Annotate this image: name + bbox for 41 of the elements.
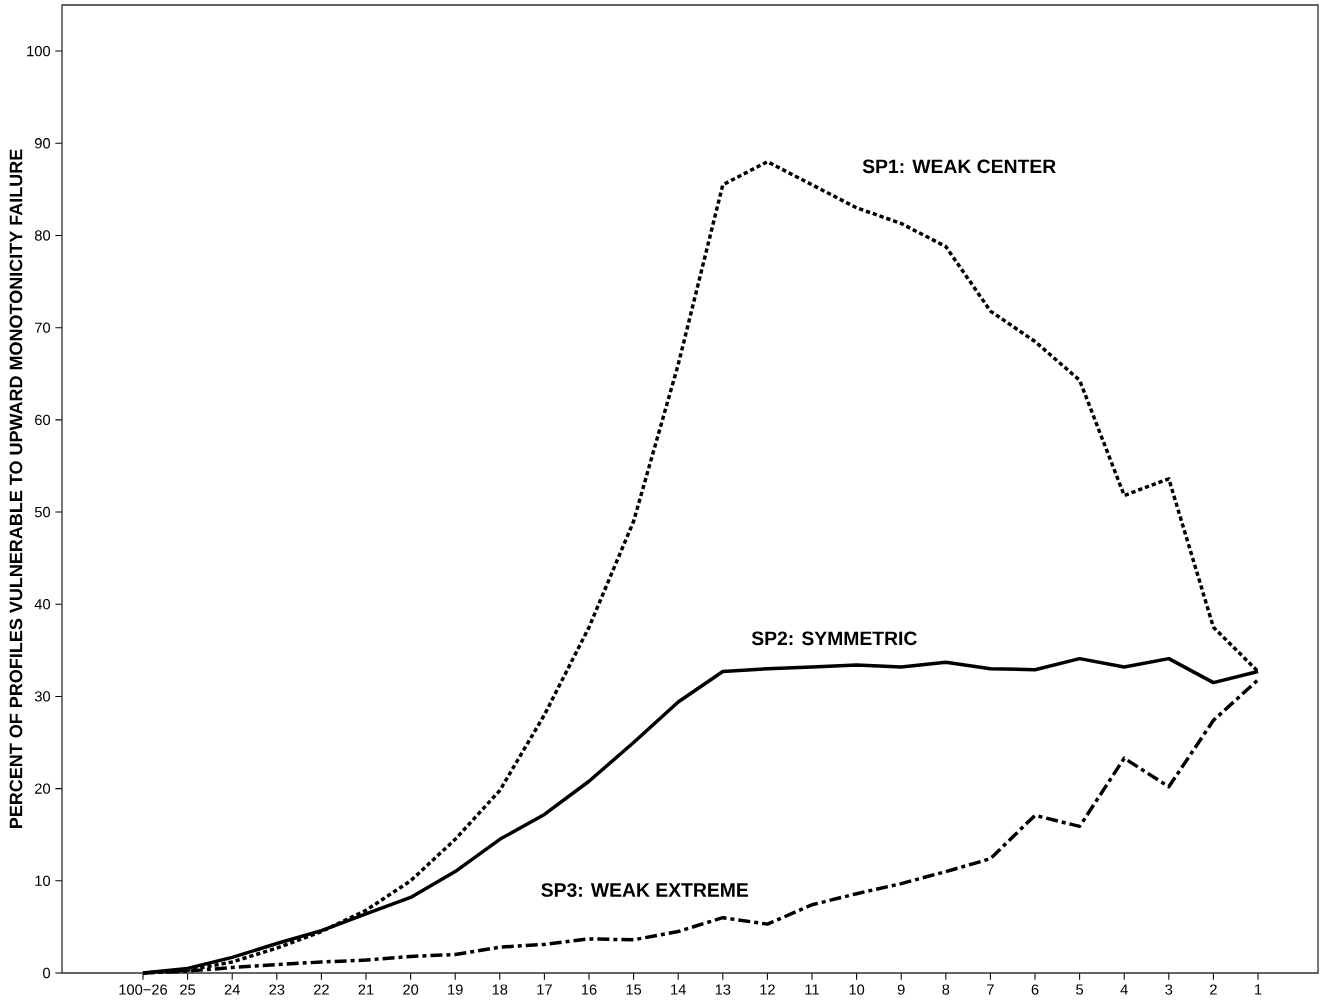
x-tick-label: 3 [1165, 984, 1173, 995]
x-tick-label: 11 [805, 984, 819, 995]
series-label: SP1: WEAK CENTER [862, 159, 1056, 174]
series-label: SP2: SYMMETRIC [751, 631, 917, 646]
y-tick-label: 10 [35, 875, 51, 886]
x-tick-label: 19 [448, 984, 463, 995]
x-tick-label: 24 [224, 984, 240, 995]
x-tick-label: 1 [1255, 984, 1262, 995]
y-tick-label: 60 [35, 414, 51, 426]
x-tick-label: 4 [1120, 984, 1128, 995]
y-tick-label: 50 [34, 506, 51, 518]
x-tick-label: 5 [1076, 984, 1084, 995]
x-tick-label: 16 [581, 984, 597, 995]
x-tick-label: 15 [626, 984, 642, 995]
y-tick-label: 70 [35, 322, 51, 333]
x-tick-label: 21 [358, 984, 374, 995]
x-tick-label: 14 [671, 984, 686, 995]
x-tick-label: 13 [715, 984, 731, 995]
y-tick-label: 90 [35, 138, 51, 149]
y-tick-label: 20 [35, 783, 51, 794]
x-tick-label: 7 [987, 984, 994, 995]
x-tick-label: 9 [897, 984, 905, 995]
x-tick-label: 22 [313, 984, 329, 995]
x-tick-label: 18 [492, 984, 508, 995]
x-tick-label: 100−26 [119, 984, 168, 995]
x-tick-label: 2 [1210, 984, 1217, 995]
y-axis-title: PERCENT OF PROFILES VULNERABLE TO UPWARD MONOTONICITY FAILURE [9, 149, 23, 828]
y-tick-label: 80 [34, 230, 51, 241]
x-tick-label: 25 [180, 984, 196, 995]
x-tick-label: 12 [760, 984, 775, 995]
x-tick-label: 6 [1031, 984, 1039, 995]
y-tick-label: 0 [43, 967, 51, 979]
x-tick-label: 10 [849, 984, 865, 995]
x-tick-label: 20 [403, 984, 419, 995]
series-label: SP3: WEAK EXTREME [541, 883, 749, 897]
x-tick-label: 17 [537, 984, 552, 995]
y-tick-label: 30 [34, 691, 51, 702]
y-tick-label: 100 [27, 45, 51, 57]
x-tick-label: 8 [942, 984, 950, 995]
x-tick-label: 23 [269, 984, 285, 995]
y-tick-label: 40 [34, 599, 51, 610]
